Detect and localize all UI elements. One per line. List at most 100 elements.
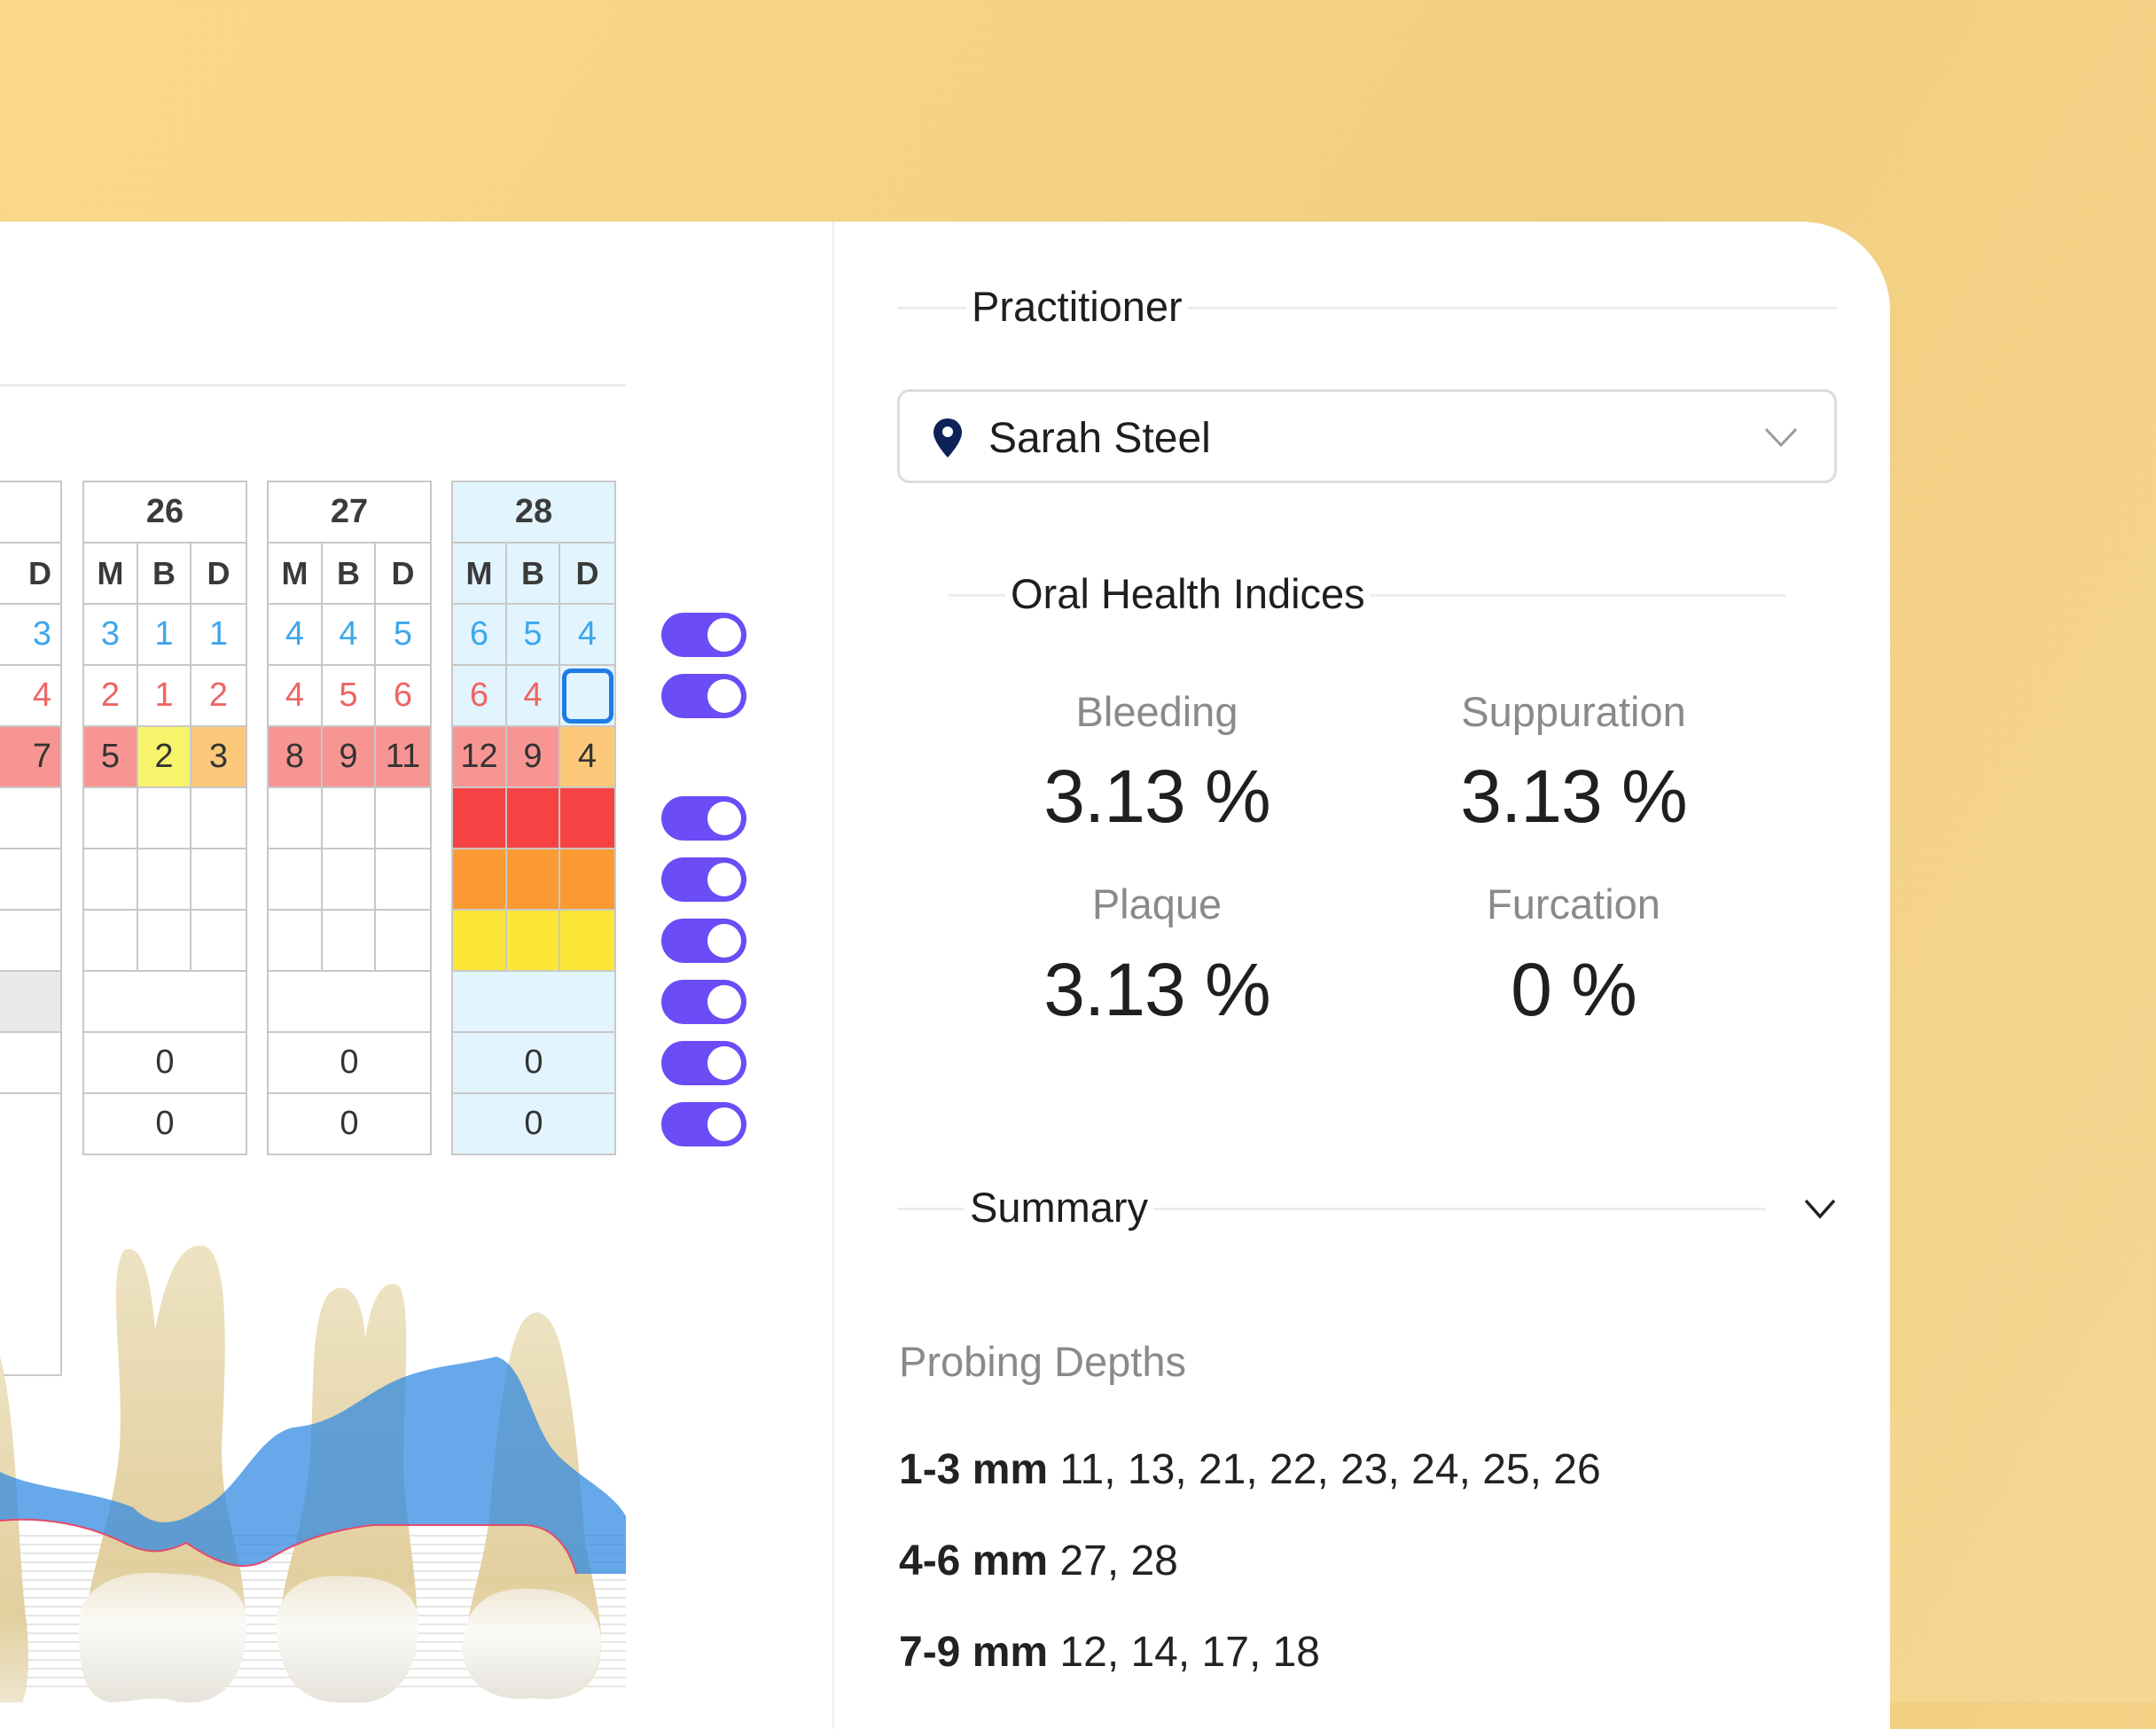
- furcation-value: 0 %: [1511, 948, 1637, 1031]
- plaque-cell[interactable]: [191, 911, 246, 972]
- teeth-illustration: [0, 1245, 626, 1702]
- furcation-cell[interactable]: 0: [84, 1033, 246, 1094]
- probing-cell[interactable]: 3: [0, 605, 60, 666]
- bleeding-cell[interactable]: [560, 788, 614, 849]
- gingival-margin-line: [0, 1518, 577, 1575]
- suppuration-cell[interactable]: [323, 849, 376, 911]
- gingival-cell[interactable]: 4: [507, 666, 560, 727]
- mobility-cell[interactable]: 0: [155, 1105, 175, 1142]
- cal-cell: 5: [84, 727, 138, 788]
- suppuration-cell[interactable]: [376, 849, 430, 911]
- bleeding-cell[interactable]: [453, 788, 507, 849]
- gingival-cell[interactable]: 4: [0, 666, 60, 727]
- practitioner-select[interactable]: Sarah Steel: [897, 389, 1837, 483]
- bleeding-label: Bleeding: [1075, 688, 1238, 735]
- plaque-cell[interactable]: [323, 911, 376, 972]
- tooth-28-crown: [462, 1588, 602, 1699]
- toggle-gingival-row[interactable]: [661, 674, 746, 718]
- cal-cell: 4: [560, 727, 614, 788]
- tooth-column-26: 26 M B D 3 1 1 2 1 2 5 2 3 0 0: [82, 481, 247, 1155]
- calculus-cell[interactable]: [84, 972, 246, 1033]
- suppuration-cell[interactable]: [84, 849, 138, 911]
- furcation-cell[interactable]: 0: [453, 1033, 614, 1094]
- toggle-mobility-row[interactable]: [661, 1102, 746, 1146]
- probing-cell[interactable]: 1: [191, 605, 246, 666]
- probing-cell[interactable]: 4: [269, 605, 323, 666]
- suppuration-cell[interactable]: [138, 849, 191, 911]
- plaque-cell[interactable]: [453, 911, 507, 972]
- surface-header-d: D: [376, 544, 430, 605]
- chart-top-divider: [0, 384, 626, 387]
- gingival-cell[interactable]: 5: [323, 666, 376, 727]
- plaque-cell[interactable]: [138, 911, 191, 972]
- toggle-calculus-row[interactable]: [661, 980, 746, 1024]
- bleeding-cell[interactable]: [323, 788, 376, 849]
- tooth-27-crown: [276, 1576, 419, 1702]
- toggle-probing-row[interactable]: [661, 613, 746, 657]
- probing-cell[interactable]: 4: [560, 605, 614, 666]
- probing-depths-title: Probing Depths: [899, 1338, 1186, 1385]
- toggle-furcation-row[interactable]: [661, 1041, 746, 1085]
- gingival-cell[interactable]: 2: [191, 666, 246, 727]
- suppuration-cell[interactable]: [507, 849, 560, 911]
- probing-cell[interactable]: 4: [323, 605, 376, 666]
- gingival-cell[interactable]: 1: [138, 666, 191, 727]
- active-input-cell[interactable]: [560, 666, 614, 727]
- suppuration-cell[interactable]: [453, 849, 507, 911]
- summary-divider: [897, 1208, 1766, 1210]
- panel-divider: [832, 222, 834, 1729]
- summary-chevron-down-icon[interactable]: [1803, 1197, 1837, 1220]
- teeth-list: 12, 14, 17, 18: [1059, 1629, 1320, 1676]
- tooth-number: 28: [453, 482, 614, 544]
- tooth-column-28: 28 M B D 6 5 4 6 4 12 9 4 0 0: [451, 481, 616, 1155]
- toggle-plaque-row[interactable]: [661, 919, 746, 963]
- surface-header-m: M: [84, 544, 138, 605]
- probing-cell[interactable]: 5: [376, 605, 430, 666]
- suppuration-cell[interactable]: [560, 849, 614, 911]
- bleeding-cell[interactable]: [269, 788, 323, 849]
- surface-header-d: D: [0, 544, 60, 605]
- surface-header-b: B: [138, 544, 191, 605]
- summary-label[interactable]: Summary: [965, 1183, 1154, 1232]
- gingival-cell[interactable]: 2: [84, 666, 138, 727]
- suppuration-cell[interactable]: [191, 849, 246, 911]
- suppuration-cell[interactable]: [269, 849, 323, 911]
- input-focus-ring[interactable]: [561, 668, 613, 724]
- gingival-cell[interactable]: 6: [376, 666, 430, 727]
- cal-cell: 8: [269, 727, 323, 788]
- calculus-cell[interactable]: [269, 972, 430, 1033]
- plaque-cell[interactable]: [560, 911, 614, 972]
- gingival-cell[interactable]: 4: [269, 666, 323, 727]
- plaque-cell[interactable]: [507, 911, 560, 972]
- teeth-list: 27, 28: [1059, 1537, 1178, 1584]
- plaque-cell[interactable]: [376, 911, 430, 972]
- bleeding-cell[interactable]: [138, 788, 191, 849]
- plaque-cell[interactable]: [84, 911, 138, 972]
- mobility-cell[interactable]: 0: [524, 1105, 543, 1142]
- bleeding-cell[interactable]: [191, 788, 246, 849]
- probing-cell[interactable]: 3: [84, 605, 138, 666]
- plaque-cell[interactable]: [269, 911, 323, 972]
- gingival-cell[interactable]: 6: [453, 666, 507, 727]
- tooth-26-crown: [78, 1572, 247, 1702]
- tooth-number: 26: [84, 482, 246, 544]
- bleeding-cell[interactable]: [84, 788, 138, 849]
- mobility-cell[interactable]: 0: [340, 1105, 359, 1142]
- furcation-cell[interactable]: 0: [269, 1033, 430, 1094]
- furcation-label: Furcation: [1487, 880, 1660, 927]
- plaque-label: Plaque: [1091, 880, 1223, 927]
- probing-cell[interactable]: 6: [453, 605, 507, 666]
- probing-depth-band: [0, 1357, 626, 1574]
- toggle-bleeding-row[interactable]: [661, 796, 746, 841]
- calculus-cell[interactable]: [453, 972, 614, 1033]
- toggle-suppuration-row[interactable]: [661, 857, 746, 902]
- probing-cell[interactable]: 5: [507, 605, 560, 666]
- probing-cell[interactable]: 1: [138, 605, 191, 666]
- surface-header-b: B: [323, 544, 376, 605]
- indices-label: Oral Health Indices: [1005, 569, 1371, 618]
- teeth-list: 11, 13, 21, 22, 23, 24, 25, 26: [1059, 1446, 1601, 1493]
- bleeding-cell[interactable]: [376, 788, 430, 849]
- bleeding-cell[interactable]: [507, 788, 560, 849]
- cal-cell: 3: [191, 727, 246, 788]
- cal-cell: 12: [453, 727, 507, 788]
